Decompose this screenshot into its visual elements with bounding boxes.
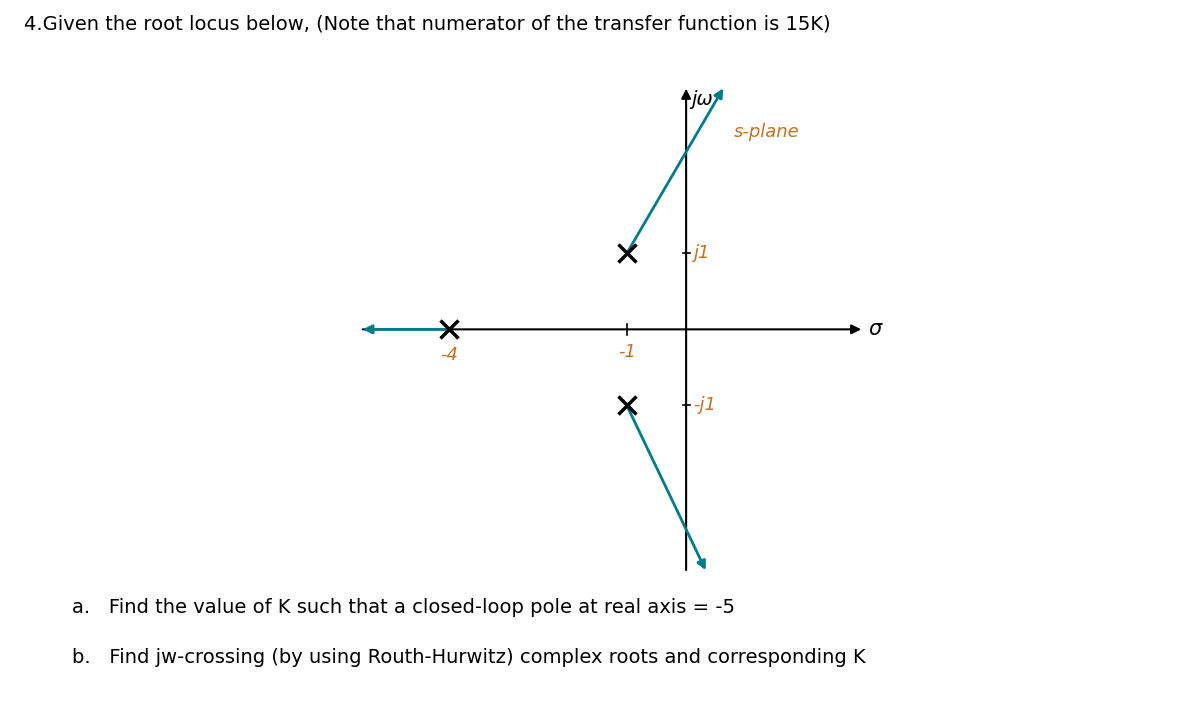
Text: 4.Given the root locus below, (Note that numerator of the transfer function is 1: 4.Given the root locus below, (Note that… xyxy=(24,14,830,34)
Text: jω: jω xyxy=(691,90,713,109)
Text: -j1: -j1 xyxy=(694,397,716,415)
Text: -4: -4 xyxy=(440,346,458,364)
Text: σ: σ xyxy=(869,319,882,339)
Text: s-plane: s-plane xyxy=(733,122,799,140)
Text: b.   Find jw-crossing (by using Routh-Hurwitz) complex roots and corresponding K: b. Find jw-crossing (by using Routh-Hurw… xyxy=(72,648,865,667)
Text: a.   Find the value of K such that a closed-loop pole at real axis = -5: a. Find the value of K such that a close… xyxy=(72,598,734,617)
Text: j1: j1 xyxy=(694,244,709,262)
Text: -1: -1 xyxy=(618,343,636,361)
